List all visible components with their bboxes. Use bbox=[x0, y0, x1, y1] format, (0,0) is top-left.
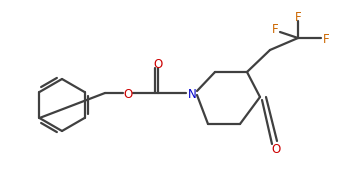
Text: O: O bbox=[272, 143, 281, 156]
Text: O: O bbox=[123, 88, 132, 101]
Text: F: F bbox=[272, 23, 278, 36]
Text: N: N bbox=[188, 88, 196, 101]
Text: O: O bbox=[153, 58, 163, 71]
Text: F: F bbox=[295, 11, 301, 24]
Text: F: F bbox=[323, 33, 329, 46]
